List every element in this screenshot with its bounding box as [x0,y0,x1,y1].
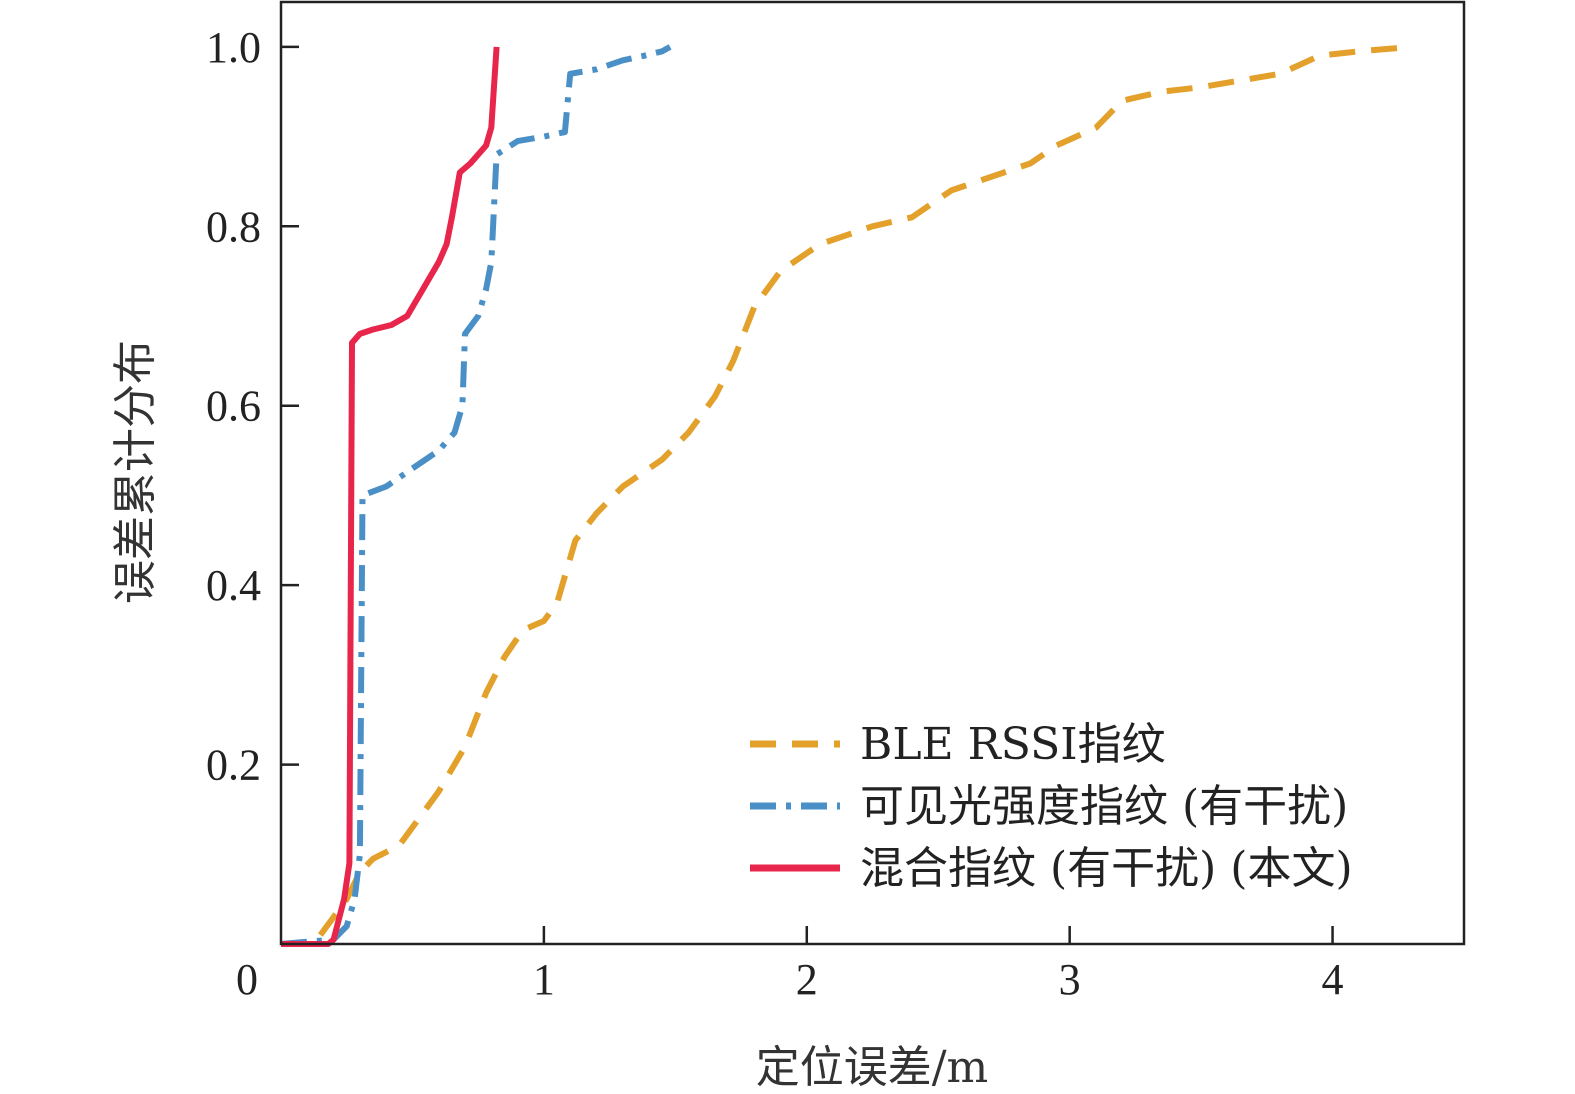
y-tick-label: 0.6 [206,382,261,431]
plot-frame [279,0,1466,946]
x-tick-label: 0 [236,955,258,1004]
y-tick-label: 0.4 [206,561,261,610]
legend-label-3: 混合指纹 (有干扰) (本文) [860,843,1353,894]
x-tick-label: 4 [1322,955,1344,1004]
x-tick-label: 1 [533,955,555,1004]
y-axis-label: 误差累计分布 [110,340,161,604]
y-tick-label: 0.8 [206,202,261,251]
y-tick-label: 0.2 [206,741,261,790]
legend-label-1: BLE RSSI指纹 [860,719,1166,770]
x-tick-label: 3 [1059,955,1081,1004]
y-tick-label: 1.0 [206,23,261,72]
series-line-3 [281,46,500,947]
series-line-2 [280,44,672,947]
series-layer [280,43,1412,947]
series-line-1 [317,43,1412,937]
x-tick-label: 2 [796,955,818,1004]
tick-layer: 0 1 2 3 4 0.2 0.4 0.6 0.8 1.0 [206,23,1344,1004]
x-axis-label: 定位误差/m [756,1042,989,1093]
legend-label-2: 可见光强度指纹 (有干扰) [860,781,1348,832]
